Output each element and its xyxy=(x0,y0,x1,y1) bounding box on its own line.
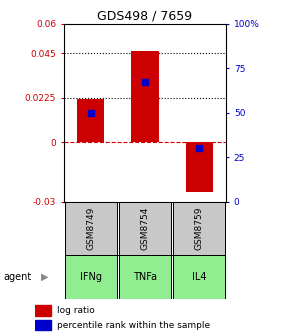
Text: agent: agent xyxy=(3,272,31,282)
Bar xyxy=(173,255,225,299)
Bar xyxy=(65,202,117,255)
Text: percentile rank within the sample: percentile rank within the sample xyxy=(57,321,210,330)
Text: ▶: ▶ xyxy=(41,272,48,282)
Bar xyxy=(119,202,171,255)
Bar xyxy=(119,255,171,299)
Bar xyxy=(65,255,117,299)
Bar xyxy=(131,51,159,142)
Text: log ratio: log ratio xyxy=(57,306,95,316)
Text: TNFa: TNFa xyxy=(133,272,157,282)
Bar xyxy=(35,320,51,330)
Text: IL4: IL4 xyxy=(192,272,206,282)
Text: IFNg: IFNg xyxy=(80,272,102,282)
Bar xyxy=(173,202,225,255)
Text: GSM8754: GSM8754 xyxy=(140,207,150,250)
Title: GDS498 / 7659: GDS498 / 7659 xyxy=(97,9,193,23)
Bar xyxy=(77,99,104,142)
Bar xyxy=(35,305,51,316)
Text: GSM8749: GSM8749 xyxy=(86,207,95,250)
Text: GSM8759: GSM8759 xyxy=(195,207,204,250)
Bar xyxy=(186,142,213,192)
